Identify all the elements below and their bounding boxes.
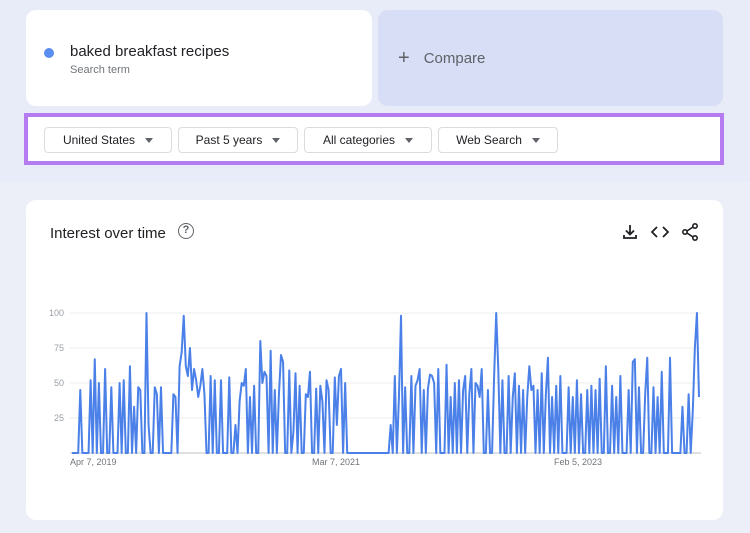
caret-down-icon xyxy=(405,137,414,143)
chart-title: Interest over time xyxy=(50,225,166,242)
x-tick-label: Apr 7, 2019 xyxy=(70,457,117,467)
x-tick-label: Feb 5, 2023 xyxy=(554,457,602,467)
filter-time-range-label: Past 5 years xyxy=(195,133,263,147)
chart-y-ticks: 25 50 75 100 xyxy=(49,308,64,423)
search-term-subtitle: Search term xyxy=(70,64,130,76)
search-term-title[interactable]: baked breakfast recipes xyxy=(70,43,230,60)
filter-country-label: United States xyxy=(62,133,136,147)
filter-category-label: All categories xyxy=(322,133,396,147)
embed-icon[interactable] xyxy=(650,222,670,242)
interest-over-time-card: Interest over time ? 25 50 75 100 Apr 7, 20… xyxy=(26,200,723,520)
interest-chart: 25 50 75 100 Apr 7, 2019 Mar 7, 2021 Feb 5, 2… xyxy=(49,308,701,467)
search-term-card[interactable]: baked breakfast recipes Search term xyxy=(26,10,372,106)
caret-down-icon xyxy=(272,137,281,143)
share-icon[interactable] xyxy=(680,222,700,242)
caret-down-icon xyxy=(145,137,154,143)
caret-down-icon xyxy=(531,137,540,143)
help-icon[interactable]: ? xyxy=(178,223,194,239)
plus-icon: + xyxy=(398,47,410,69)
y-tick-label: 50 xyxy=(54,378,64,388)
chart-lines xyxy=(72,312,700,454)
x-tick-label: Mar 7, 2021 xyxy=(312,457,360,467)
series-color-dot xyxy=(44,48,54,58)
series-line-0 xyxy=(72,312,700,454)
y-tick-label: 75 xyxy=(54,343,64,353)
y-tick-label: 100 xyxy=(49,308,64,318)
filter-country-dropdown[interactable]: United States xyxy=(44,127,172,153)
download-icon[interactable] xyxy=(620,222,640,242)
compare-label: Compare xyxy=(423,49,486,67)
compare-button[interactable]: + Compare xyxy=(378,10,723,106)
filter-search-type-dropdown[interactable]: Web Search xyxy=(438,127,558,153)
chart-x-ticks: Apr 7, 2019 Mar 7, 2021 Feb 5, 2023 xyxy=(70,457,602,467)
filter-bar: United States Past 5 years All categorie… xyxy=(24,113,724,165)
y-tick-label: 25 xyxy=(54,413,64,423)
filter-time-range-dropdown[interactable]: Past 5 years xyxy=(178,127,298,153)
filter-category-dropdown[interactable]: All categories xyxy=(304,127,432,153)
filter-search-type-label: Web Search xyxy=(456,133,522,147)
